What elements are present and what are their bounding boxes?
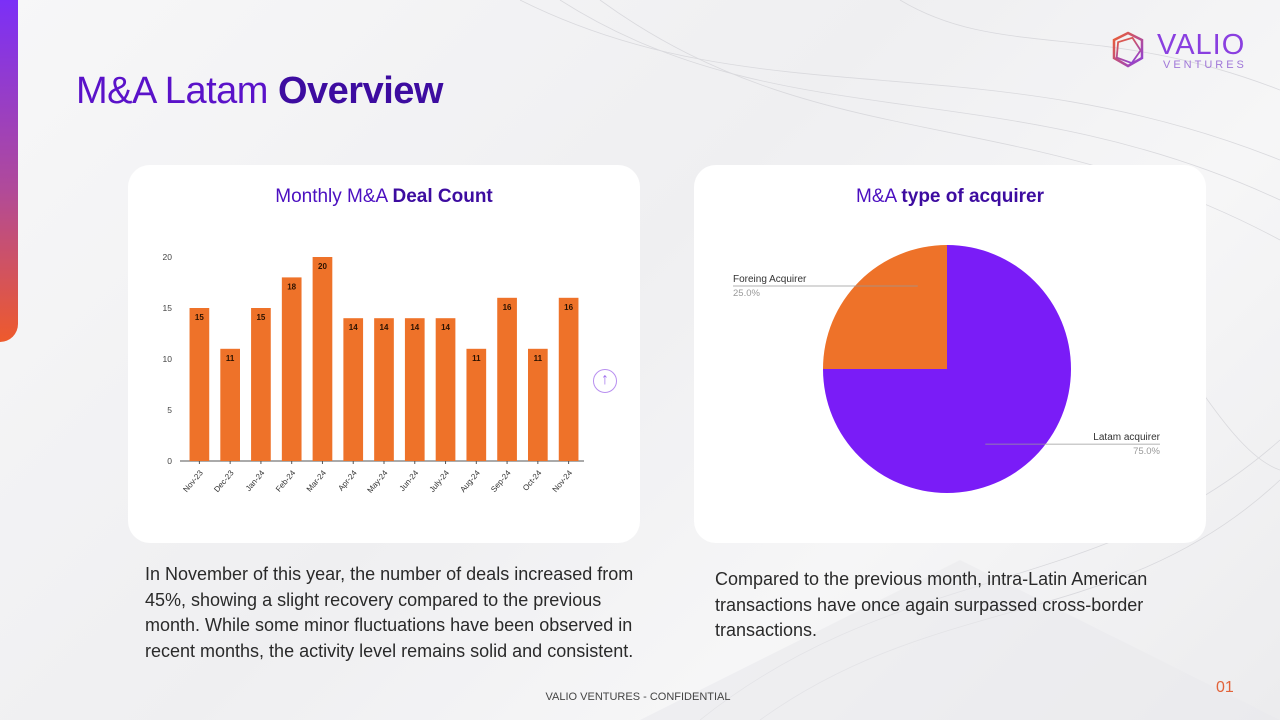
x-tick-label: Feb-24	[274, 468, 298, 494]
x-tick-label: Nov-24	[551, 468, 575, 494]
bar	[558, 297, 579, 461]
bar-data-label: 11	[534, 354, 543, 363]
bar	[404, 318, 425, 461]
page-title: M&A Latam Overview	[76, 70, 443, 112]
logo-subtitle: VENTURES	[1163, 59, 1247, 71]
acquirer-type-pie-chart: Latam acquirer 75.0% Foreing Acquirer 25.0%	[733, 245, 1161, 493]
bar	[374, 318, 394, 461]
scroll-up-button[interactable]: ↑	[593, 369, 617, 393]
valio-logo-icon	[1112, 31, 1144, 68]
deal-count-title: Monthly M&A Deal Count	[275, 186, 493, 207]
bar-data-label: 15	[256, 313, 265, 322]
bar-data-label: 14	[441, 323, 450, 332]
x-tick-label: Mar-24	[305, 468, 329, 494]
logo-name: VALIO	[1157, 29, 1246, 61]
confidential-footer: VALIO VENTURES - CONFIDENTIAL	[545, 691, 731, 703]
bar-data-label: 16	[564, 303, 573, 312]
x-tick-label: July-24	[428, 468, 452, 494]
bar	[343, 318, 364, 461]
bar-data-label: 11	[226, 354, 235, 363]
accent-side-bar	[0, 0, 18, 342]
y-tick-label: 5	[167, 405, 172, 415]
acquirer-type-card: M&A type of acquirer Latam acquirer 75.0%…	[694, 165, 1206, 543]
bar	[497, 297, 517, 461]
bar	[281, 277, 302, 461]
x-tick-label: Apr-24	[336, 468, 359, 493]
x-tick-label: Nov-23	[181, 468, 205, 494]
bar-data-label: 11	[472, 354, 481, 363]
bar	[466, 348, 487, 461]
pie-slice-label: Foreing Acquirer	[733, 274, 807, 285]
acquirer-type-title: M&A type of acquirer	[856, 186, 1044, 207]
y-tick-label: 20	[163, 252, 173, 262]
x-tick-label: Oct-24	[521, 468, 544, 493]
page-number: 01	[1216, 679, 1234, 696]
y-tick-label: 15	[163, 303, 173, 313]
bar	[528, 348, 548, 461]
bar-data-label: 14	[410, 323, 419, 332]
bar	[189, 308, 210, 461]
pie-slice-value: 75.0%	[1133, 446, 1160, 457]
y-tick-label: 0	[167, 456, 172, 466]
x-tick-label: Sep-24	[489, 468, 513, 494]
bar-data-label: 14	[349, 323, 358, 332]
bar-data-label: 18	[287, 282, 296, 291]
x-tick-label: May-24	[365, 468, 389, 495]
bar	[435, 318, 456, 461]
bar	[251, 308, 271, 461]
pie-slice-label: Latam acquirer	[1093, 432, 1160, 443]
acquirer-type-commentary: Compared to the previous month, intra-La…	[715, 569, 1148, 641]
pie-slice	[823, 245, 947, 369]
deal-count-card: Monthly M&A Deal Count 0 5 10 15 20 15 Nov-23 1…	[128, 165, 640, 543]
arrow-up-circle-icon: ↑	[601, 371, 609, 388]
bar	[312, 257, 333, 461]
x-tick-label: Jun-24	[398, 468, 421, 493]
bar-data-label: 20	[318, 262, 327, 271]
x-tick-label: Dec-23	[212, 468, 236, 494]
bar	[220, 348, 240, 461]
bar-data-label: 15	[195, 313, 204, 322]
x-tick-label: Jan-24	[244, 468, 267, 493]
bar-data-label: 16	[503, 303, 512, 312]
deal-count-bar-chart: 0 5 10 15 20 15 Nov-23 11 Dec-23 15 Jan-24 18 Feb-24…	[163, 252, 584, 495]
x-tick-label: Aug-24	[458, 468, 482, 494]
deal-count-commentary: In November of this year, the number of …	[145, 564, 634, 661]
y-tick-label: 10	[163, 354, 173, 364]
pie-slice-value: 25.0%	[733, 288, 760, 299]
bar-data-label: 14	[380, 323, 389, 332]
